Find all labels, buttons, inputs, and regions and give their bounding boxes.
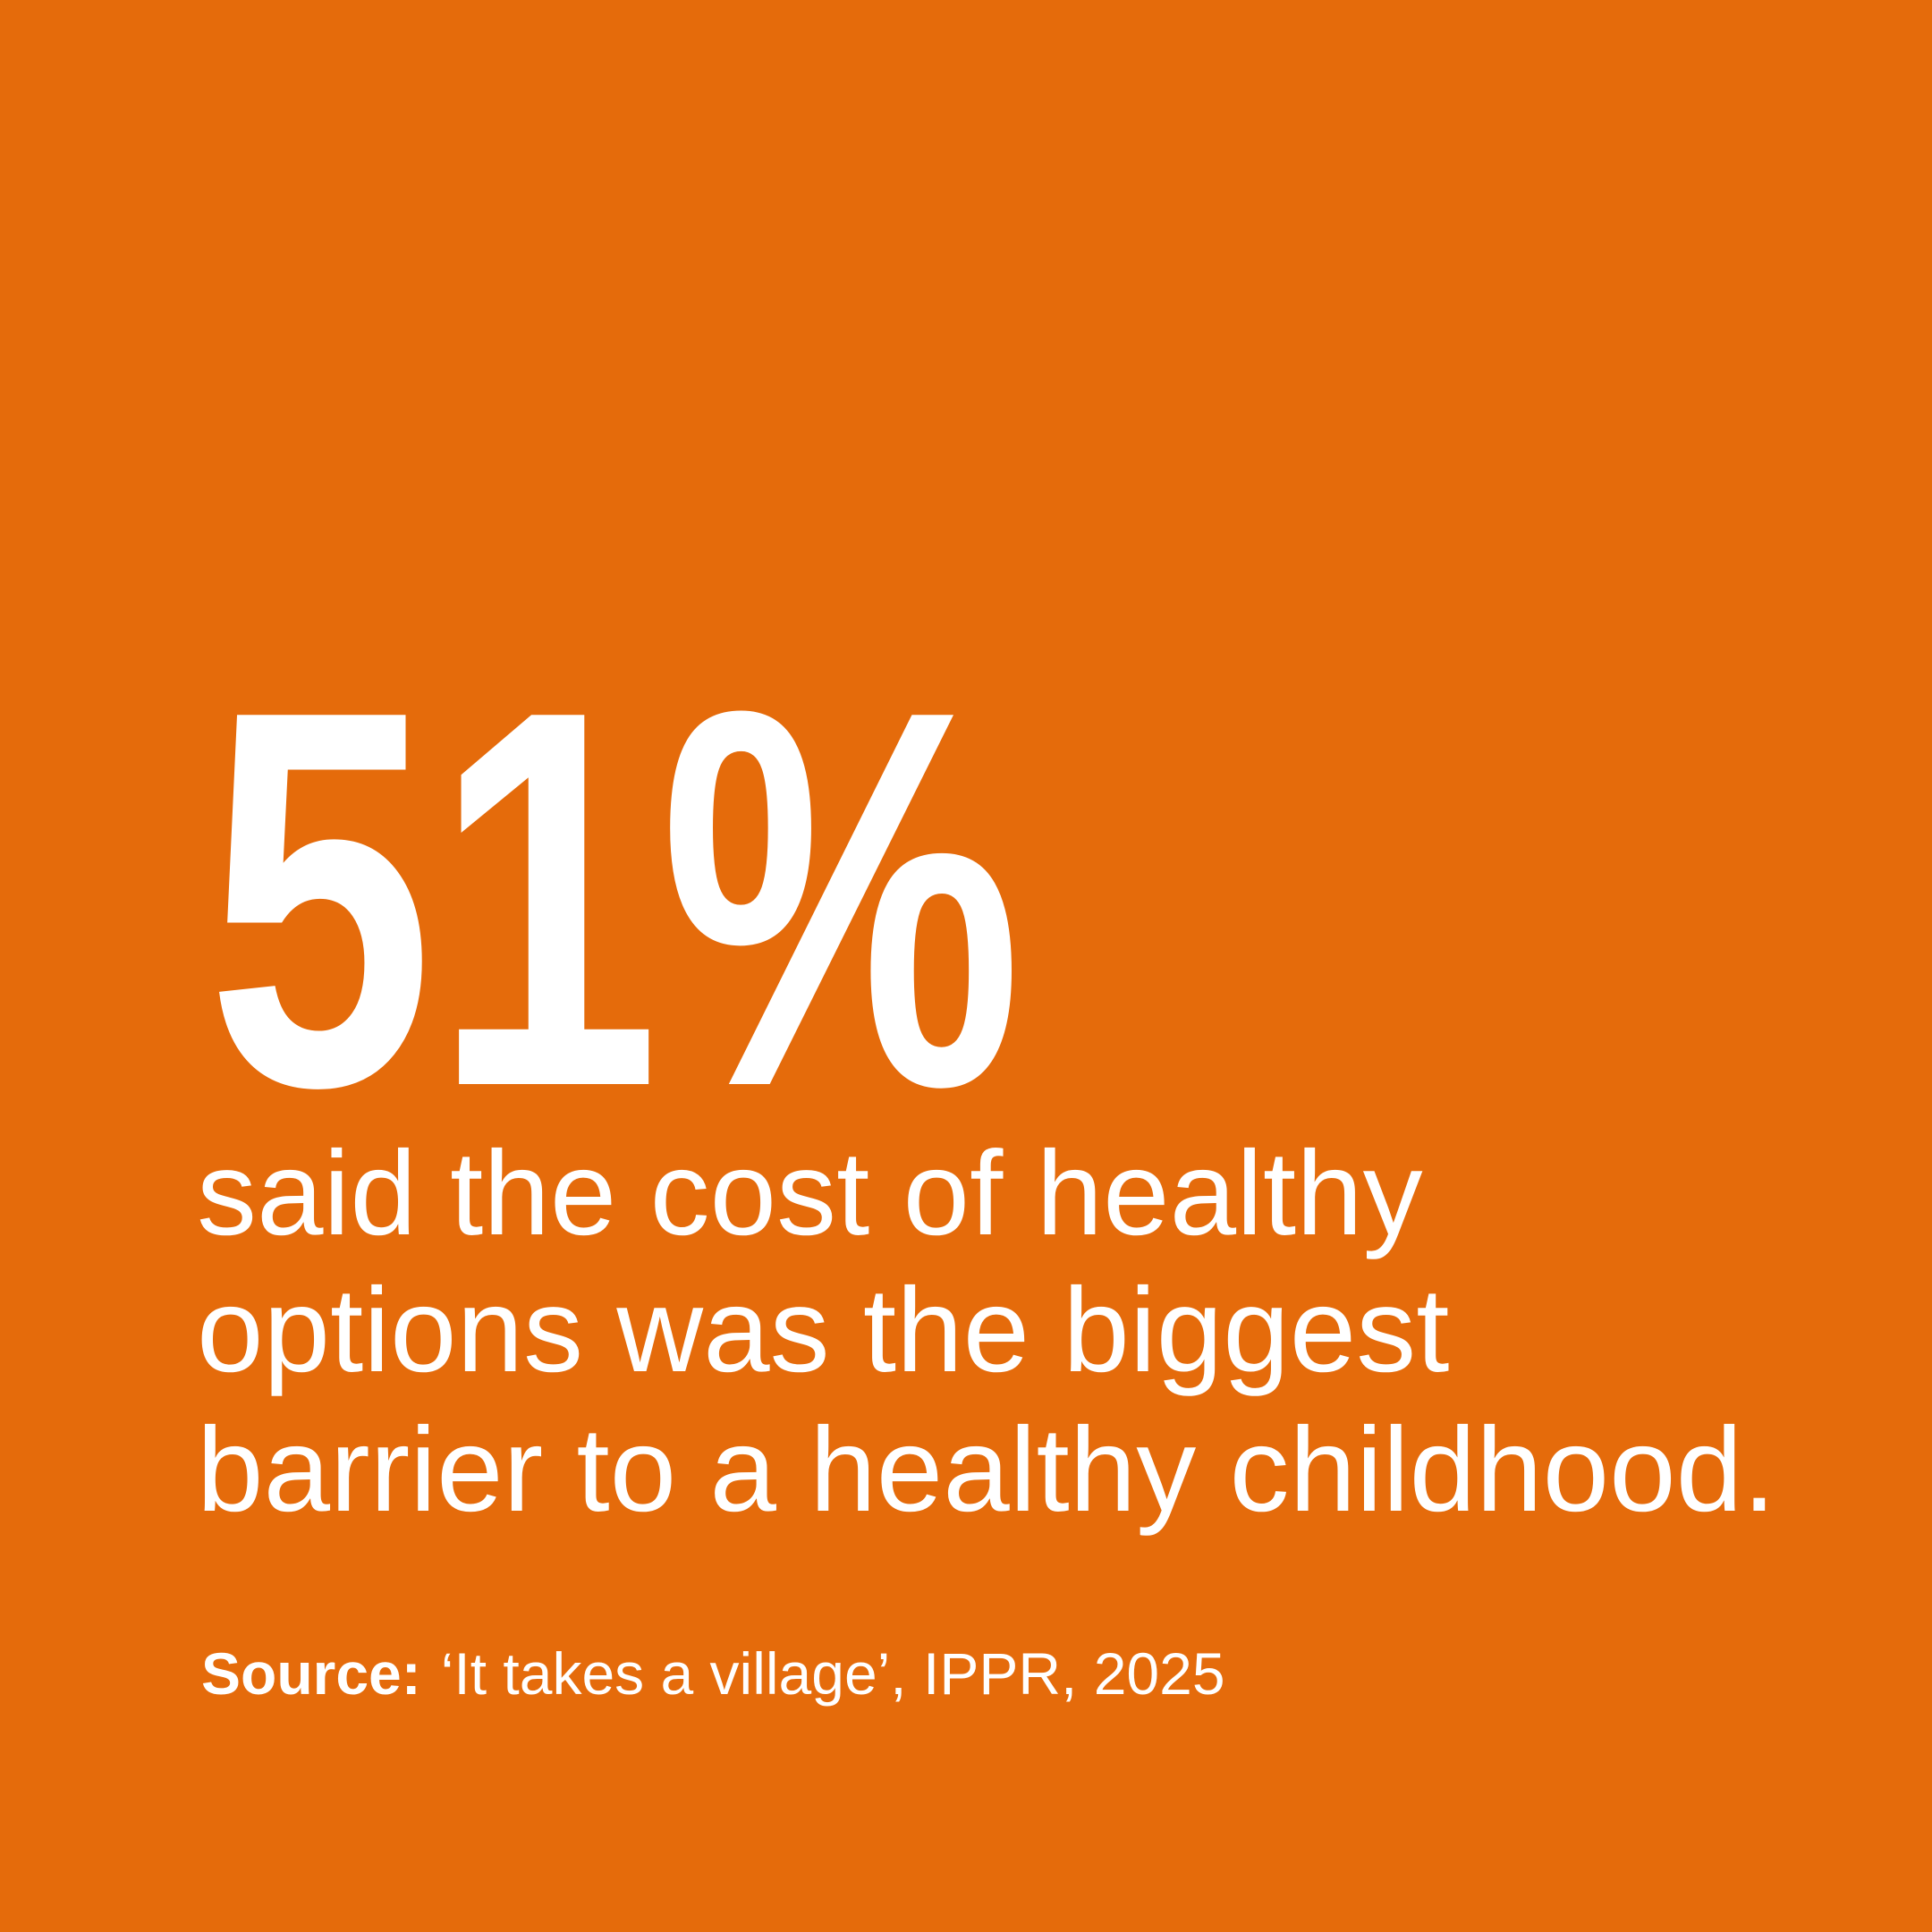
- source-label: Source:: [201, 1640, 421, 1707]
- description-line: said the cost of healthy: [197, 1127, 1423, 1260]
- stat-figure: 51%: [207, 599, 1022, 1199]
- description-line: options was the biggest: [197, 1264, 1449, 1397]
- source-line: Source: ‘It takes a village’, IPPR, 2025: [201, 1640, 1225, 1707]
- source-text: ‘It takes a village’, IPPR, 2025: [441, 1640, 1225, 1707]
- description-line: barrier to a healthy childhood.: [197, 1403, 1775, 1537]
